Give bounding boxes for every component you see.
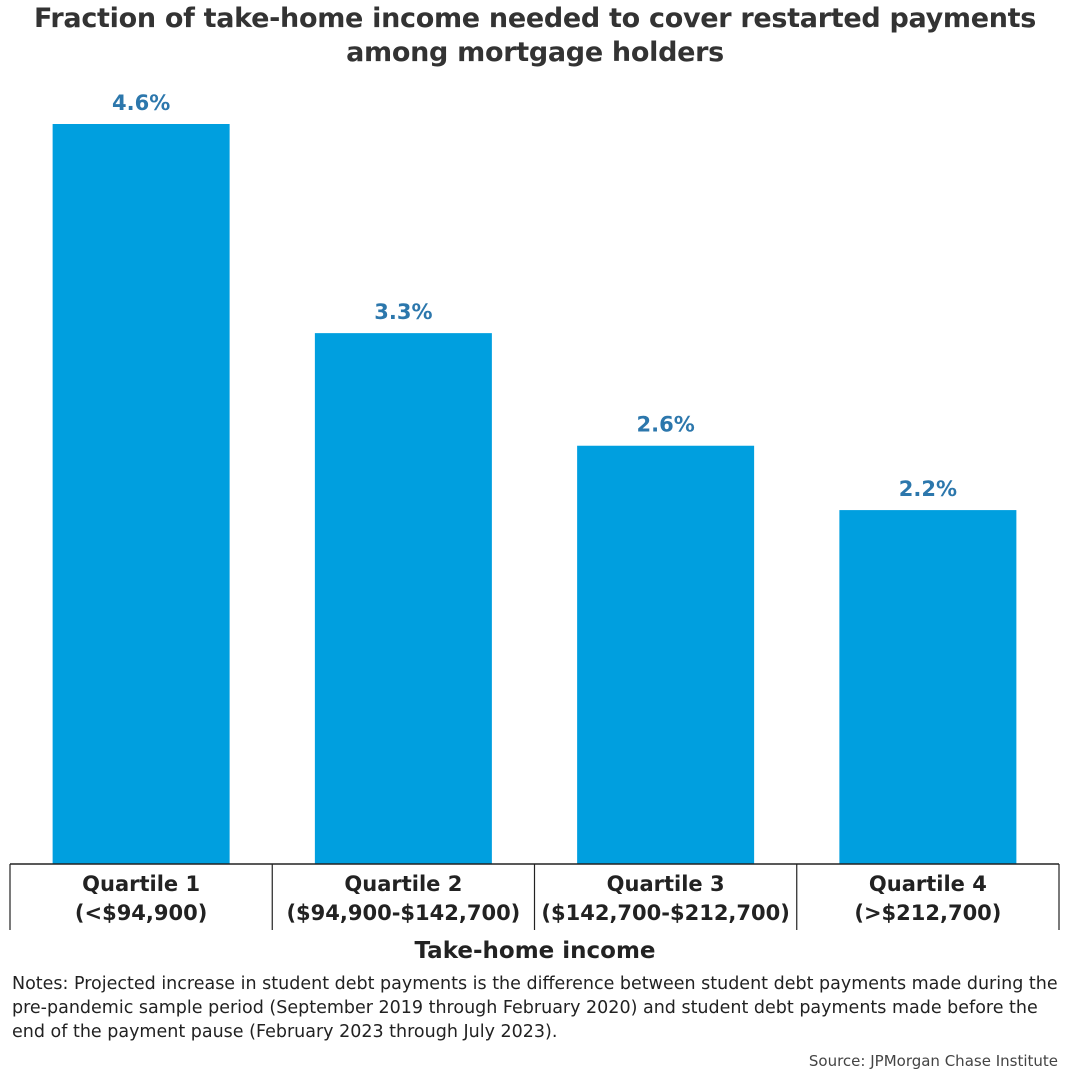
tick-label: ($142,700-$212,700) — [541, 901, 789, 925]
tick-label: Quartile 4 — [869, 872, 987, 896]
bar — [314, 333, 492, 864]
bar — [577, 445, 755, 864]
notes-text: Notes: Projected increase in student deb… — [12, 974, 1058, 1042]
tick-label: Quartile 1 — [82, 872, 200, 896]
data-label: 3.3% — [374, 300, 432, 324]
data-label: 4.6% — [112, 91, 170, 115]
tick-label: Quartile 2 — [344, 872, 462, 896]
bar — [839, 510, 1017, 864]
chart-title: Fraction of take-home income needed to c… — [33, 3, 1037, 68]
tick-label: (>$212,700) — [854, 901, 1001, 925]
source-text: Source: JPMorgan Chase Institute — [808, 1052, 1058, 1070]
bar — [52, 124, 230, 864]
tick-label: Quartile 3 — [607, 872, 725, 896]
data-label: 2.2% — [899, 477, 957, 501]
data-label: 2.6% — [637, 413, 695, 437]
tick-label: ($94,900-$142,700) — [286, 901, 520, 925]
bar-chart: 4.6% Quartile 1 (<$94,900) 3.3% Quartile 2 ($… — [9, 91, 1060, 930]
tick-label: (<$94,900) — [75, 901, 207, 925]
x-axis-label: Take-home income — [414, 938, 656, 964]
